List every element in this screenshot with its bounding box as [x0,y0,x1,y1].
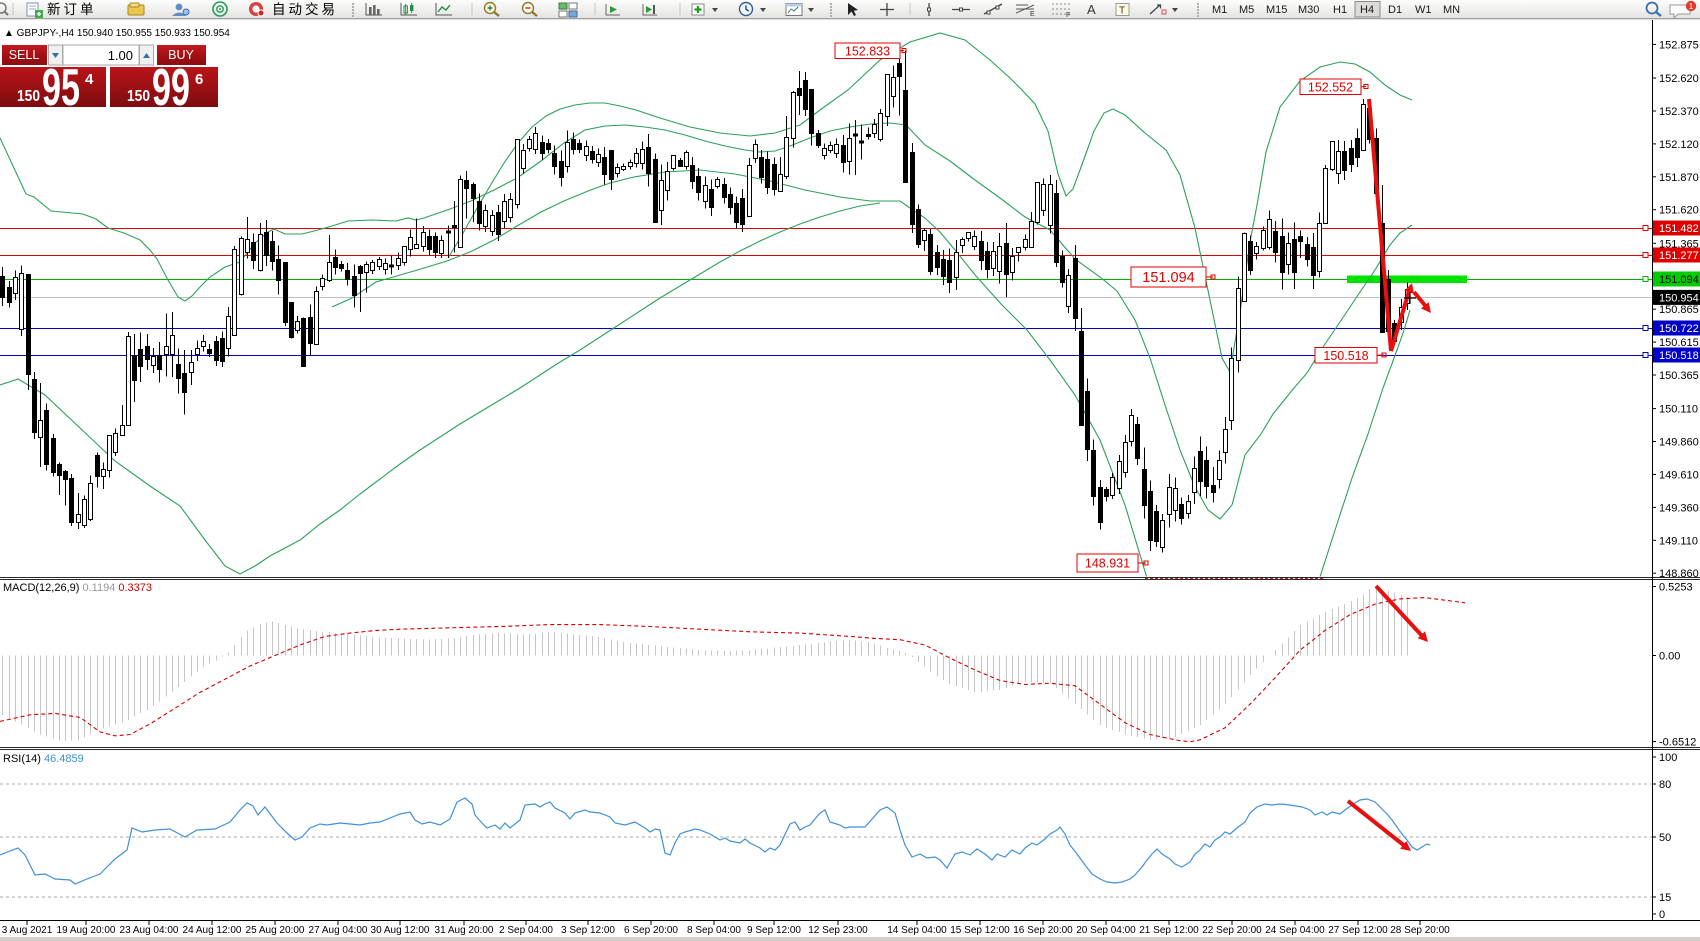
svg-text:15: 15 [1659,892,1671,904]
svg-text:152.620: 152.620 [1659,73,1699,85]
svg-text:A: A [1087,2,1096,17]
svg-text:151.870: 151.870 [1659,172,1699,184]
svg-text:SELL: SELL [9,48,40,62]
svg-text:自动交易: 自动交易 [272,1,338,17]
svg-text:24 Sep 04:00: 24 Sep 04:00 [1265,925,1325,936]
svg-text:151.482: 151.482 [1659,223,1699,235]
svg-text:95: 95 [42,59,80,117]
svg-text:150.518: 150.518 [1323,349,1368,363]
svg-text:6 Sep 20:00: 6 Sep 20:00 [624,925,678,936]
svg-text:24 Aug 12:00: 24 Aug 12:00 [183,925,242,936]
svg-text:152.552: 152.552 [1308,80,1353,94]
svg-text:0.5253: 0.5253 [1659,582,1693,594]
svg-text:RSI(14) 46.4859: RSI(14) 46.4859 [3,753,84,765]
svg-text:151.365: 151.365 [1659,238,1699,250]
svg-text:152.833: 152.833 [845,44,890,58]
svg-text:150.865: 150.865 [1659,304,1699,316]
svg-text:152.370: 152.370 [1659,106,1699,118]
svg-text:20 Sep 04:00: 20 Sep 04:00 [1076,925,1136,936]
svg-text:BUY: BUY [168,48,194,62]
svg-text:150.615: 150.615 [1659,337,1699,349]
svg-text:99: 99 [152,59,190,117]
svg-text:21 Sep 12:00: 21 Sep 12:00 [1139,925,1199,936]
svg-text:152.875: 152.875 [1659,39,1699,51]
svg-text:152.120: 152.120 [1659,139,1699,151]
svg-text:150.954: 150.954 [1659,292,1699,304]
svg-text:150.722: 150.722 [1659,323,1699,335]
svg-text:50: 50 [1659,832,1671,844]
svg-text:W1: W1 [1415,4,1432,16]
svg-text:150.110: 150.110 [1659,404,1698,416]
svg-text:19 Aug 20:00: 19 Aug 20:00 [57,925,116,936]
svg-text:151.094: 151.094 [1142,270,1194,286]
svg-text:150.518: 150.518 [1659,350,1699,362]
svg-text:MACD(12,26,9) 0.1194 0.3373: MACD(12,26,9) 0.1194 0.3373 [3,582,152,594]
svg-text:149.110: 149.110 [1659,535,1698,547]
svg-text:28 Sep 20:00: 28 Sep 20:00 [1390,925,1450,936]
svg-text:M5: M5 [1239,4,1254,16]
svg-text:30 Aug 12:00: 30 Aug 12:00 [371,925,430,936]
svg-text:149.610: 149.610 [1659,469,1699,481]
svg-text:148.931: 148.931 [1085,557,1130,571]
svg-text:27 Aug 04:00: 27 Aug 04:00 [309,925,368,936]
svg-text:151.620: 151.620 [1659,205,1699,217]
svg-text:M1: M1 [1212,4,1227,16]
svg-text:15 Sep 12:00: 15 Sep 12:00 [950,925,1010,936]
svg-text:-0.6512: -0.6512 [1659,737,1696,749]
svg-text:6: 6 [195,71,203,88]
svg-text:3 Aug 2021: 3 Aug 2021 [2,925,53,936]
svg-text:150: 150 [17,88,40,105]
svg-text:100: 100 [1659,752,1677,764]
svg-text:148.860: 148.860 [1659,568,1699,580]
svg-text:16 Sep 20:00: 16 Sep 20:00 [1013,925,1073,936]
svg-text:80: 80 [1659,779,1671,791]
svg-text:2 Sep 04:00: 2 Sep 04:00 [499,925,553,936]
svg-text:151.094: 151.094 [1659,274,1699,286]
svg-text:M15: M15 [1266,4,1287,16]
svg-text:F: F [1066,12,1070,19]
svg-text:3 Sep 12:00: 3 Sep 12:00 [561,925,615,936]
svg-text:E: E [1030,11,1035,18]
svg-text:151.277: 151.277 [1659,250,1699,262]
svg-text:0.00: 0.00 [1659,651,1680,663]
svg-text:H4: H4 [1360,4,1374,16]
svg-text:1.00: 1.00 [108,48,133,63]
svg-text:31 Aug 20:00: 31 Aug 20:00 [435,925,494,936]
svg-text:8 Sep 04:00: 8 Sep 04:00 [687,925,741,936]
svg-text:14 Sep 04:00: 14 Sep 04:00 [887,925,947,936]
svg-text:MN: MN [1443,4,1460,16]
svg-text:23 Aug 04:00: 23 Aug 04:00 [120,925,179,936]
svg-text:9 Sep 12:00: 9 Sep 12:00 [747,925,801,936]
svg-text:27 Sep 12:00: 27 Sep 12:00 [1328,925,1388,936]
svg-text:12 Sep 23:00: 12 Sep 23:00 [808,925,868,936]
svg-text:新订单: 新订单 [47,2,97,17]
svg-text:D1: D1 [1388,4,1402,16]
svg-text:T: T [1119,6,1125,17]
svg-text:150.365: 150.365 [1659,370,1699,382]
svg-text:M30: M30 [1298,4,1319,16]
svg-text:149.860: 149.860 [1659,437,1699,449]
svg-text:149.360: 149.360 [1659,502,1699,514]
svg-text:25 Aug 20:00: 25 Aug 20:00 [246,925,305,936]
svg-text:0: 0 [1659,909,1665,921]
svg-text:1: 1 [1689,1,1694,11]
svg-text:4: 4 [85,71,94,88]
svg-text:H1: H1 [1333,4,1347,16]
svg-text:22 Sep 20:00: 22 Sep 20:00 [1202,925,1262,936]
svg-text:150: 150 [127,88,150,105]
svg-text:▲ GBPJPY-,H4 150.940 150.955: ▲ GBPJPY-,H4 150.940 150.955 150.933 150… [4,28,230,39]
